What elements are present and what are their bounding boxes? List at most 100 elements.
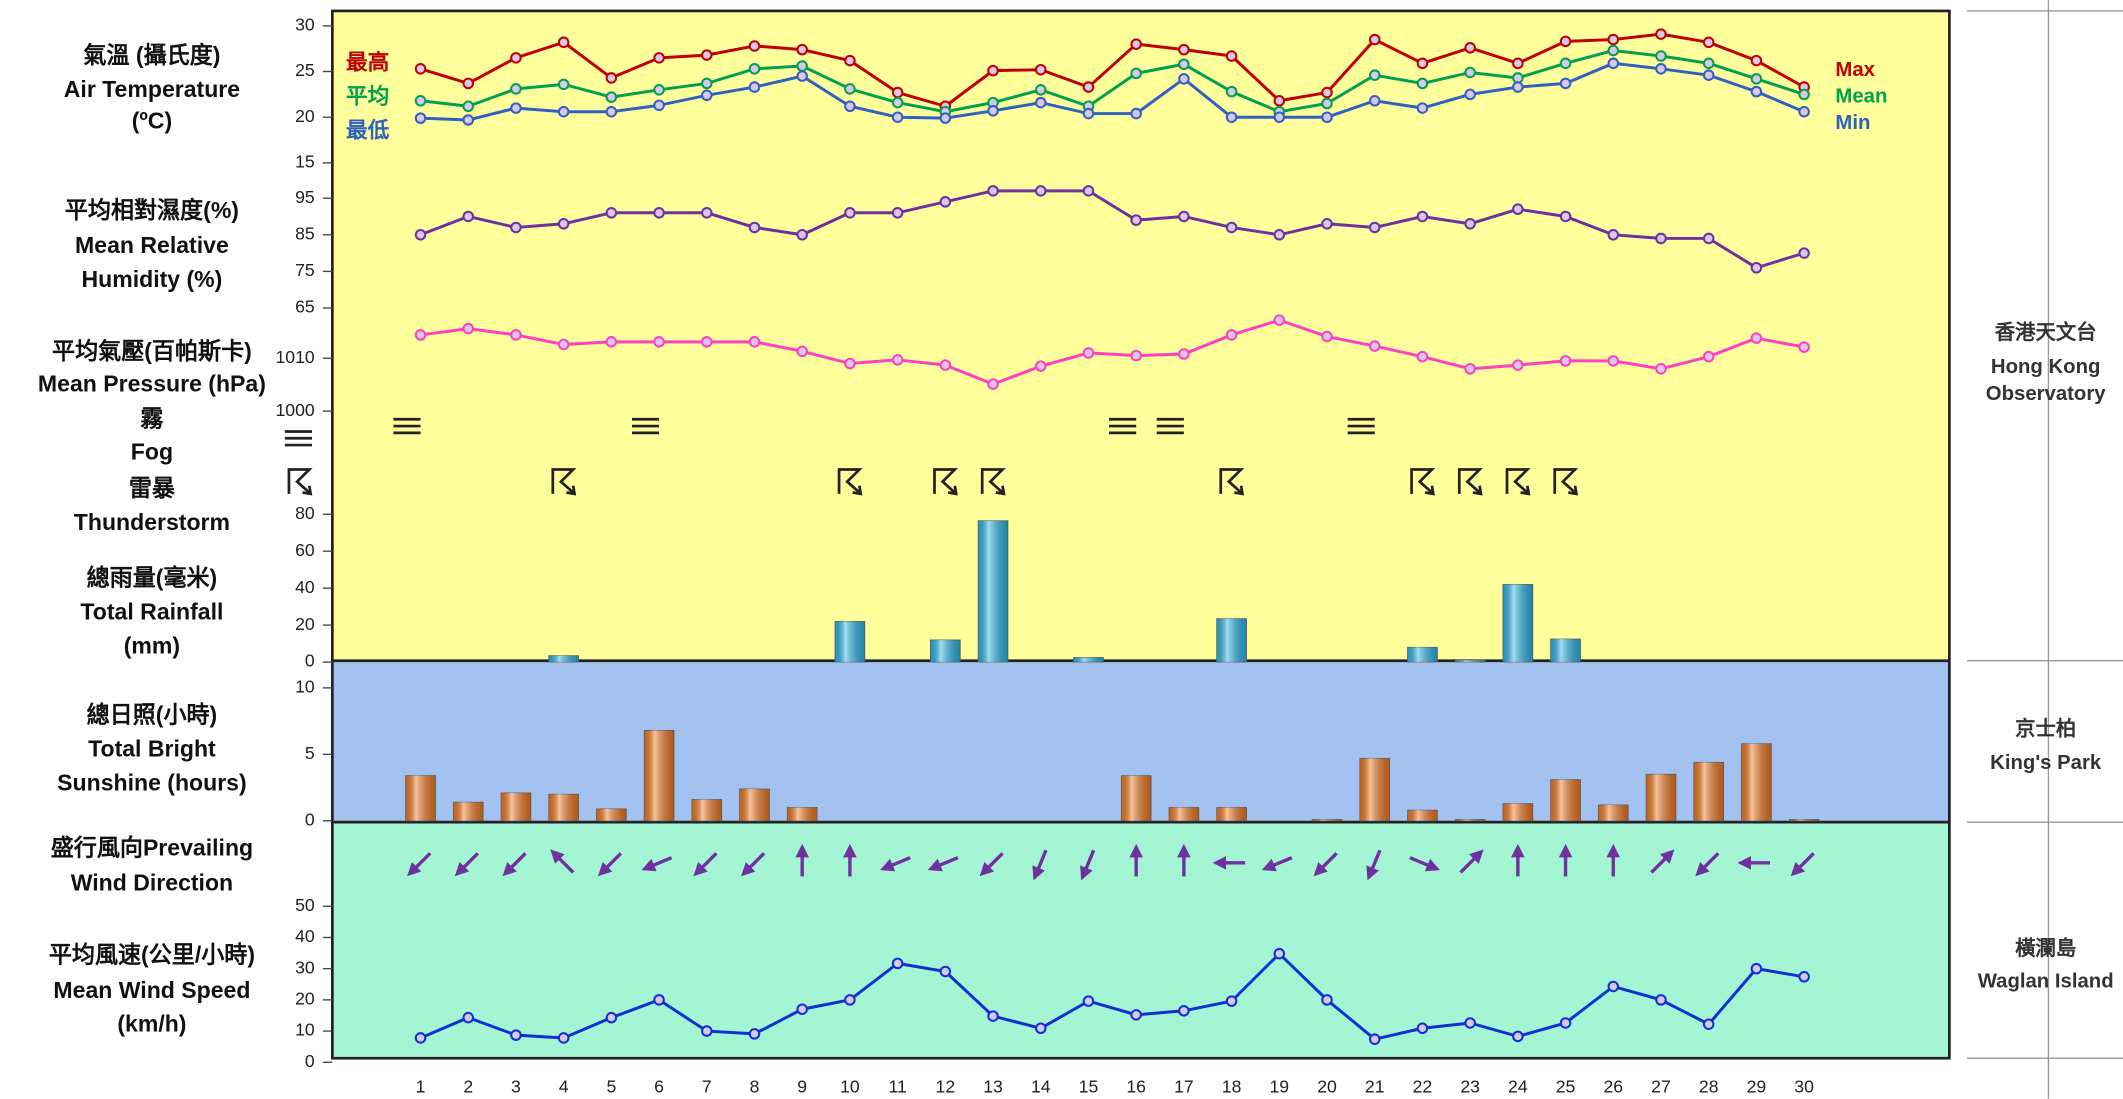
data-point [1416, 77, 1429, 90]
x-tick-label: 22 [1413, 1077, 1433, 1097]
data-point [1178, 1005, 1190, 1017]
data-point [748, 221, 761, 234]
y-tick-label: 40 [295, 926, 315, 946]
data-point [1178, 348, 1190, 360]
data-point [1034, 1022, 1047, 1035]
data-point [605, 105, 618, 118]
panel-bg [332, 10, 1950, 661]
thunderstorm-stroke [1553, 468, 1579, 496]
axis-label: Thunderstorm [74, 509, 230, 535]
axis-label: 平均相對濕度(%) [65, 197, 239, 223]
station-label: 橫瀾島 [2015, 936, 2076, 960]
data-point [1225, 995, 1238, 1007]
data-point [1368, 1033, 1381, 1045]
bar-shine [834, 621, 865, 663]
x-tick-label: 16 [1126, 1077, 1146, 1097]
data-point [1321, 994, 1333, 1006]
data-point [1368, 221, 1381, 234]
thunderstorm-stroke [837, 468, 863, 496]
axis-label: (mm) [124, 632, 180, 658]
x-tick-label: 14 [1031, 1077, 1051, 1097]
y-tick-label: 30 [295, 15, 315, 35]
data-point [1416, 1022, 1429, 1035]
data-point [987, 185, 999, 197]
data-point [1750, 85, 1763, 98]
bar-shine [1550, 638, 1581, 663]
bar-shine [1216, 618, 1247, 663]
data-point [1607, 57, 1620, 70]
data-point [1798, 105, 1810, 118]
data-point [891, 111, 904, 123]
x-tick-label: 5 [606, 1077, 616, 1097]
data-point [1225, 329, 1238, 341]
data-point [1225, 85, 1238, 98]
data-point [844, 54, 856, 67]
data-point [1273, 947, 1286, 960]
x-tick-label: 4 [559, 1077, 569, 1097]
data-point [462, 77, 475, 90]
bar-shine [1502, 803, 1533, 821]
data-point [701, 49, 713, 61]
data-point [1798, 247, 1810, 259]
x-tick-label: 21 [1365, 1077, 1385, 1097]
thunderstorm-symbol [837, 468, 863, 496]
axis-label: 平均風速(公里/小時) [49, 942, 255, 968]
data-point [1178, 210, 1190, 223]
data-point [1464, 363, 1476, 375]
x-tick-label: 17 [1174, 1077, 1194, 1097]
x-tick-label: 23 [1460, 1077, 1480, 1097]
data-point [557, 36, 570, 49]
data-point [1607, 33, 1620, 46]
data-point [1464, 42, 1476, 54]
thunderstorm-symbol [1505, 468, 1531, 496]
data-point [1130, 214, 1142, 226]
data-point [510, 329, 522, 341]
bar-shine [1216, 807, 1247, 821]
wind-arrow [1650, 849, 1675, 874]
data-point [1798, 88, 1810, 101]
x-tick-label: 11 [888, 1077, 906, 1097]
data-point [1416, 57, 1429, 70]
y-tick-label: 10 [295, 1020, 315, 1040]
x-tick-label: 7 [702, 1077, 712, 1097]
data-point [1750, 261, 1763, 274]
bar-shine [1598, 804, 1629, 821]
x-tick-label: 10 [840, 1077, 860, 1097]
data-point [605, 72, 618, 84]
data-line [420, 49, 1805, 114]
data-point [1034, 96, 1047, 109]
data-point [557, 78, 570, 91]
data-line [420, 32, 1805, 108]
data-point [1607, 44, 1620, 57]
data-point [1655, 63, 1667, 75]
data-point [1273, 111, 1286, 123]
data-point [414, 229, 427, 241]
wind-arrow [1080, 849, 1096, 881]
thunderstorm-stroke [980, 468, 1006, 496]
bar-shine [1502, 584, 1533, 663]
x-tick-label: 29 [1747, 1077, 1767, 1097]
fog-symbol [393, 417, 421, 435]
thunderstorm-symbol [551, 468, 577, 496]
y-tick-label: 95 [295, 187, 315, 207]
data-point [414, 95, 427, 107]
bar-shine [1455, 819, 1486, 821]
data-point [1082, 185, 1095, 197]
x-tick-label: 13 [983, 1077, 1003, 1097]
wind-arrow [502, 852, 527, 877]
data-point [462, 100, 475, 113]
wind-arrow [1409, 856, 1440, 872]
data-point [1273, 95, 1286, 107]
data-point [1464, 66, 1476, 79]
station-label: 香港天文台 [1995, 320, 2097, 344]
data-point [701, 336, 713, 348]
data-point [1321, 97, 1333, 110]
data-point [1034, 185, 1047, 197]
bar-shine [1407, 647, 1438, 663]
bar-shine [501, 792, 531, 821]
data-point [701, 77, 713, 90]
x-tick-label: 3 [511, 1077, 521, 1097]
fog-symbol [284, 430, 313, 447]
data-point [891, 86, 904, 99]
